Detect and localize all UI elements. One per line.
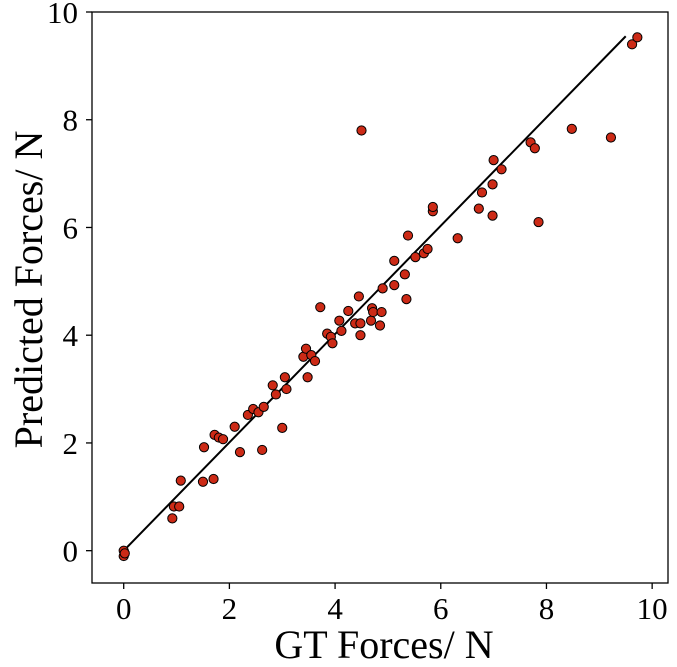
x-axis-label: GT Forces/ N: [274, 622, 493, 667]
data-point: [229, 421, 240, 432]
data-point: [377, 283, 388, 294]
y-tick-label: 2: [63, 426, 79, 461]
data-point: [270, 389, 281, 400]
y-tick-label: 4: [63, 318, 79, 353]
y-tick-label: 10: [47, 0, 78, 30]
data-point: [605, 132, 617, 143]
data-point: [376, 306, 387, 318]
y-tick-label: 0: [63, 534, 79, 569]
data-point: [197, 476, 209, 487]
data-point: [389, 280, 400, 291]
data-point: [566, 123, 577, 134]
data-point: [473, 203, 484, 214]
data-point: [208, 473, 219, 485]
x-tick-label: 6: [433, 591, 449, 626]
data-point: [488, 155, 499, 166]
x-tick-label: 0: [116, 591, 132, 626]
data-point: [334, 315, 345, 326]
data-point: [234, 447, 246, 458]
x-tick-label: 2: [222, 591, 238, 626]
data-point: [119, 548, 130, 559]
data-point: [302, 372, 313, 383]
data-point: [487, 210, 498, 221]
data-point: [336, 325, 347, 336]
fit-line: [122, 35, 627, 552]
data-point: [496, 164, 507, 175]
data-point: [267, 380, 278, 391]
x-tick-label: 10: [637, 591, 668, 626]
data-point: [401, 294, 412, 305]
axis-ticks: 0 2 4 6 8 10 0 2 4 6 8 10: [47, 0, 668, 626]
data-point: [279, 372, 290, 383]
data-point: [452, 233, 463, 244]
data-point: [632, 32, 643, 43]
data-point: [198, 442, 210, 453]
data-point: [533, 216, 544, 228]
data-point: [626, 39, 638, 50]
data-point: [365, 315, 377, 326]
data-point: [217, 434, 229, 445]
data-point: [343, 305, 354, 317]
plot-area: [118, 32, 643, 562]
data-point: [476, 187, 488, 198]
data-point: [355, 318, 366, 329]
data-point: [355, 330, 366, 341]
data-point: [487, 179, 498, 190]
data-point: [356, 125, 367, 136]
data-point: [300, 343, 312, 354]
data-point: [277, 422, 288, 433]
data-point: [374, 320, 386, 331]
data-point: [309, 355, 321, 367]
axes-frame: [91, 11, 669, 584]
data-point: [257, 444, 268, 456]
data-point: [422, 243, 433, 255]
data-point: [529, 143, 540, 154]
data-point: [167, 513, 178, 524]
y-tick-label: 8: [63, 103, 79, 138]
data-point: [258, 401, 269, 412]
data-point: [427, 201, 438, 213]
data-point: [174, 501, 185, 512]
x-tick-label: 8: [539, 591, 555, 626]
data-point: [175, 475, 186, 486]
data-point: [281, 383, 292, 395]
x-tick-label: 4: [327, 591, 343, 626]
data-point: [327, 338, 338, 349]
data-point: [353, 291, 364, 302]
data-point: [399, 269, 410, 280]
y-tick-label: 6: [63, 210, 79, 245]
data-point: [368, 306, 379, 318]
data-point: [402, 230, 414, 241]
data-point: [315, 302, 326, 313]
data-point: [410, 251, 421, 263]
y-axis-label: Predicted Forces/ N: [6, 131, 51, 449]
data-point: [389, 255, 400, 266]
